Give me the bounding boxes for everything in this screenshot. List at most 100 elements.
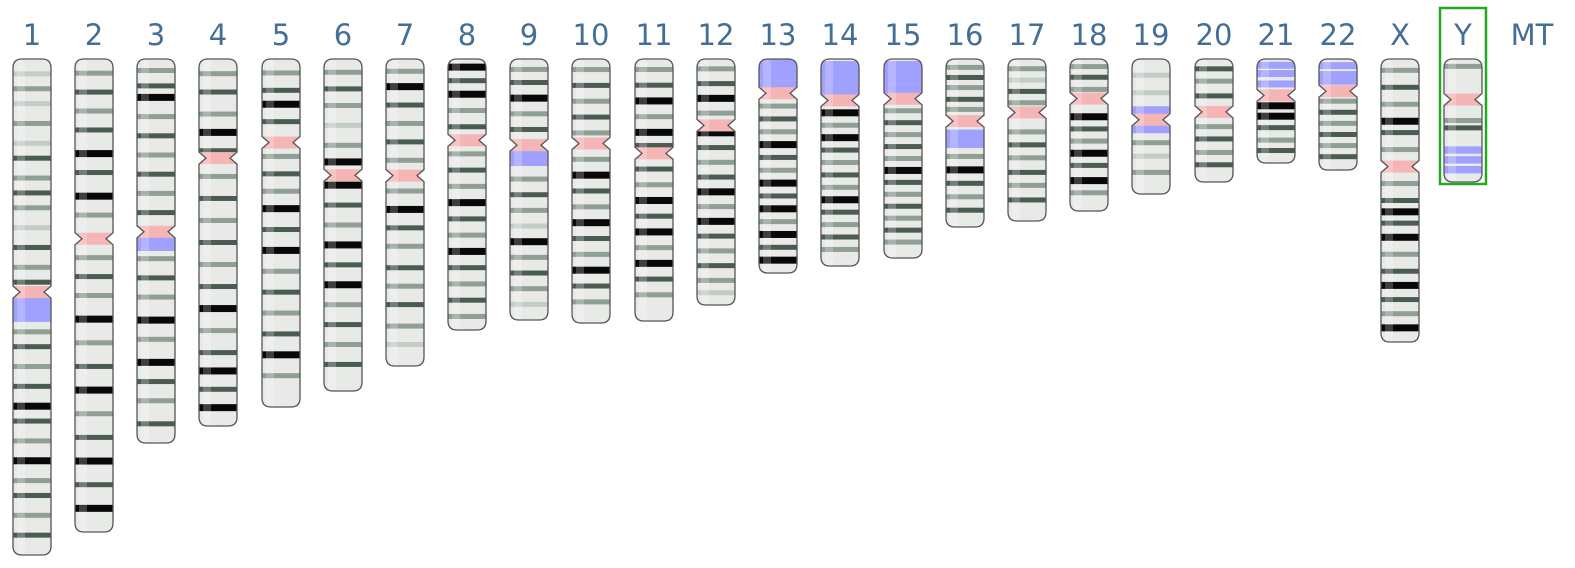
band-gpos100 <box>572 266 610 274</box>
band-gpos50 <box>821 184 859 190</box>
band-gpos100 <box>75 150 113 158</box>
band-satellite <box>884 60 922 73</box>
band-gpos75 <box>137 83 175 89</box>
chromosome-11[interactable]: 11 <box>634 18 674 322</box>
band-gpos75 <box>262 119 300 125</box>
chromosome-label-3[interactable]: 3 <box>147 18 165 52</box>
chromosome-label-19[interactable]: 19 <box>1133 18 1170 52</box>
chromosome-label-14[interactable]: 14 <box>822 18 859 52</box>
band-gpos100 <box>262 351 300 359</box>
band-gpos50 <box>1381 67 1419 73</box>
chromosome-8[interactable]: 8 <box>447 18 487 331</box>
band-gpos75 <box>448 216 486 222</box>
band-gpos75 <box>262 289 300 295</box>
centromere <box>759 87 797 100</box>
chromosome-mt[interactable]: MT <box>1511 18 1554 52</box>
chromosome-19[interactable]: 19 <box>1131 18 1171 195</box>
chromosome-label-17[interactable]: 17 <box>1009 18 1046 52</box>
chromosome-15[interactable]: 15 <box>883 18 923 259</box>
chromosome-4[interactable]: 4 <box>198 18 238 427</box>
centromere <box>262 136 300 149</box>
band-gpos50 <box>137 152 175 158</box>
band-satellite <box>1257 80 1295 88</box>
chromosome-label-1[interactable]: 1 <box>23 18 41 52</box>
chromosome-label-2[interactable]: 2 <box>85 18 103 52</box>
chromosome-label-15[interactable]: 15 <box>885 18 922 52</box>
chromosome-label-12[interactable]: 12 <box>698 18 735 52</box>
chromosome-18[interactable]: 18 <box>1069 18 1109 212</box>
band-gpos75 <box>75 363 113 369</box>
chromosome-7[interactable]: 7 <box>385 18 425 367</box>
band-satellite <box>1444 156 1482 164</box>
chromosome-label-7[interactable]: 7 <box>396 18 414 52</box>
chromosome-12[interactable]: 12 <box>696 18 736 306</box>
chromosome-highlight <box>701 59 709 305</box>
band-gpos50 <box>821 246 859 252</box>
band-gpos100 <box>572 219 610 227</box>
band-gpos50 <box>1132 140 1170 146</box>
chromosome-10[interactable]: 10 <box>571 18 611 324</box>
band-gpos25 <box>386 342 424 348</box>
chromosome-3[interactable]: 3 <box>136 18 176 444</box>
chromosome-label-18[interactable]: 18 <box>1071 18 1108 52</box>
band-gpos75 <box>821 172 859 178</box>
band-gpos75 <box>137 275 175 281</box>
chromosome-label-mt[interactable]: MT <box>1511 18 1554 52</box>
chromosome-label-21[interactable]: 21 <box>1258 18 1295 52</box>
chromosome-y[interactable]: Y <box>1443 18 1483 183</box>
chromosome-label-x[interactable]: X <box>1390 18 1410 52</box>
chromosome-outline <box>74 58 114 533</box>
band-gpos75 <box>510 126 548 132</box>
chromosome-22[interactable]: 22 <box>1318 18 1358 171</box>
chromosome-20[interactable]: 20 <box>1194 18 1234 183</box>
chromosome-17[interactable]: 17 <box>1007 18 1047 222</box>
centromere <box>1008 106 1046 119</box>
chromosome-5[interactable]: 5 <box>261 18 301 408</box>
chromosome-label-22[interactable]: 22 <box>1320 18 1357 52</box>
band-gpos75 <box>448 265 486 271</box>
chromosome-outline <box>758 58 798 274</box>
chromosome-14[interactable]: 14 <box>820 18 860 267</box>
band-gpos25 <box>510 223 548 229</box>
band-gpos75 <box>1381 130 1419 136</box>
band-gpos50 <box>946 85 984 91</box>
chromosome-label-5[interactable]: 5 <box>272 18 290 52</box>
chromosome-x[interactable]: X <box>1380 18 1420 343</box>
band-gpos50 <box>199 328 237 334</box>
band-gpos50 <box>13 512 51 518</box>
chromosome-label-20[interactable]: 20 <box>1196 18 1233 52</box>
chromosome-label-8[interactable]: 8 <box>458 18 476 52</box>
chromosome-label-10[interactable]: 10 <box>573 18 610 52</box>
chromosome-label-13[interactable]: 13 <box>760 18 797 52</box>
chromosome-9[interactable]: 9 <box>509 18 549 321</box>
band-gpos100 <box>386 205 424 213</box>
chromosome-2[interactable]: 2 <box>74 18 114 533</box>
chromosome-outline <box>1443 58 1483 183</box>
band-gpos50 <box>572 130 610 136</box>
band-gpos100 <box>1070 149 1108 157</box>
chromosome-label-6[interactable]: 6 <box>334 18 352 52</box>
band-gpos50 <box>13 175 51 181</box>
band-gpos100 <box>324 241 362 249</box>
chromosome-label-11[interactable]: 11 <box>636 18 673 52</box>
chromosome-1[interactable]: 1 <box>12 18 52 556</box>
band-gpos75 <box>199 148 237 154</box>
chromosome-16[interactable]: 16 <box>945 18 985 228</box>
chromosome-13[interactable]: 13 <box>758 18 798 274</box>
band-gpos75 <box>386 139 424 145</box>
band-gpos75 <box>1070 126 1108 132</box>
chromosome-label-y[interactable]: Y <box>1453 18 1472 52</box>
band-gpos100 <box>1070 113 1108 121</box>
band-gpos50 <box>199 173 237 179</box>
band-gpos75 <box>199 240 237 245</box>
centromere <box>13 286 51 299</box>
chromosome-body <box>262 59 300 407</box>
band-gpos75 <box>13 279 51 285</box>
band-gpos75 <box>1381 268 1419 274</box>
chromosome-label-16[interactable]: 16 <box>947 18 984 52</box>
chromosome-label-4[interactable]: 4 <box>209 18 227 52</box>
band-gpos100 <box>697 129 735 137</box>
chromosome-label-9[interactable]: 9 <box>520 18 538 52</box>
chromosome-21[interactable]: 21 <box>1256 18 1296 164</box>
chromosome-6[interactable]: 6 <box>323 18 363 392</box>
